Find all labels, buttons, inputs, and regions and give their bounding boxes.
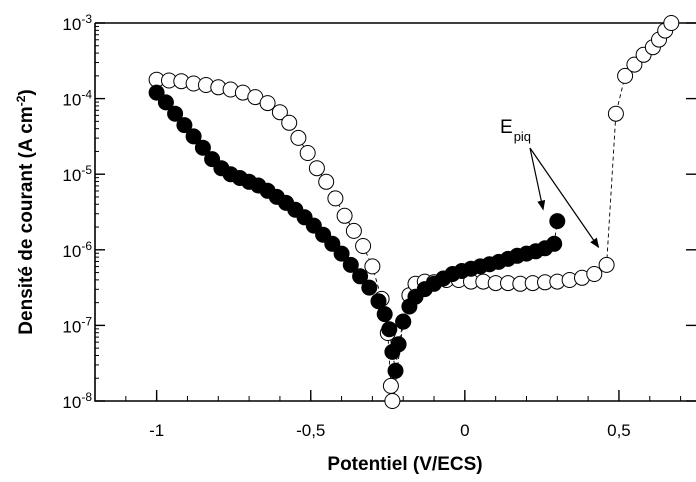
open-data-point xyxy=(345,222,362,239)
filled-data-point xyxy=(176,117,193,134)
open-data-point xyxy=(364,258,381,275)
y-axis-title: Densité de courant (A cm-2) xyxy=(14,89,37,334)
filled-data-point xyxy=(390,336,407,353)
series-connector-lines xyxy=(156,22,672,409)
open-data-point xyxy=(336,207,353,224)
y-tick-label: 10-7 xyxy=(62,314,92,336)
open-data-point xyxy=(598,256,615,273)
filled-data-point xyxy=(167,105,184,122)
filled-data-point xyxy=(194,139,211,156)
filled-data-point xyxy=(342,256,359,273)
filled-data-point xyxy=(381,321,398,338)
epiq-annotation: Epiq xyxy=(500,117,600,249)
open-data-point xyxy=(259,95,276,112)
filled-data-point xyxy=(370,293,387,310)
y-tick-label: 10-3 xyxy=(62,12,92,34)
open-data-point xyxy=(271,104,288,121)
open-data-point xyxy=(382,377,399,394)
x-tick-label: 0,5 xyxy=(607,421,631,440)
axis-ticks: 10-3 10-4 10-5 10-6 10-7 10-8 -1 -0,5 0 0,5 xyxy=(62,12,696,440)
open-data-point xyxy=(663,15,680,31)
open-data-point xyxy=(626,56,643,73)
epiq-label: Epiq xyxy=(500,117,531,144)
x-tick-label: -0,5 xyxy=(296,421,325,440)
filled-data-point xyxy=(546,235,563,252)
epiq-arrow xyxy=(529,147,600,249)
y-tick-label: 10-5 xyxy=(62,163,92,185)
filled-data-point xyxy=(395,313,412,330)
y-tick-label: 10-6 xyxy=(62,239,92,261)
filled-data-point xyxy=(549,213,566,230)
epiq-arrow xyxy=(529,147,546,211)
open-data-point xyxy=(607,105,624,122)
open-data-point xyxy=(384,393,401,409)
filled-circle-series xyxy=(148,84,566,379)
open-data-point xyxy=(318,173,335,190)
filled-data-point xyxy=(148,84,165,101)
filled-data-point xyxy=(376,306,393,323)
open-data-point xyxy=(299,145,316,161)
open-data-point xyxy=(327,190,344,207)
open-circle-series xyxy=(148,15,680,409)
filled-data-point xyxy=(324,235,341,252)
open-data-point xyxy=(355,238,372,254)
series-line-1 xyxy=(156,22,672,409)
open-data-point xyxy=(617,67,634,84)
open-data-point xyxy=(308,160,325,177)
x-tick-label: 0 xyxy=(460,421,469,440)
x-tick-label: -1 xyxy=(149,421,164,440)
open-data-point xyxy=(281,114,298,131)
filled-data-point xyxy=(157,94,174,111)
filled-data-point xyxy=(352,268,369,285)
filled-data-point xyxy=(361,279,378,296)
filled-data-point xyxy=(333,245,350,262)
filled-data-point xyxy=(185,128,202,145)
x-axis-title: Potentiel (V/ECS) xyxy=(327,454,482,475)
open-data-point xyxy=(290,129,307,146)
y-tick-label: 10-8 xyxy=(62,390,92,412)
y-tick-label: 10-4 xyxy=(62,88,92,110)
filled-data-point xyxy=(387,362,404,379)
open-data-point xyxy=(586,266,603,282)
